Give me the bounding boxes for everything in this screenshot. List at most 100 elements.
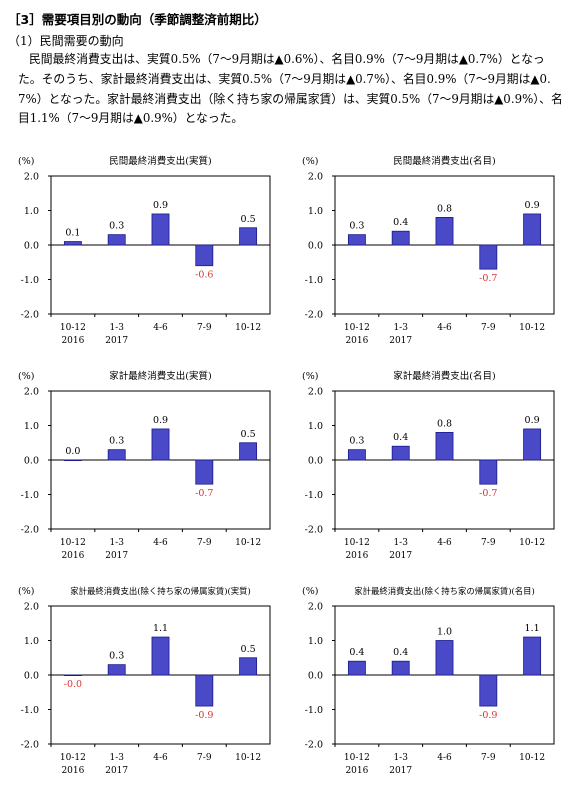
subsection-heading: （1）民間需要の動向 xyxy=(8,34,124,48)
x-category-label: 1-3 xyxy=(109,753,124,763)
bar-chart: 家計最終消費支出(名目) (%) 2.0 1.0 0.0 -1.0 -2.0 0.3 10-12… xyxy=(302,370,555,561)
data-label: 0.1 xyxy=(65,228,80,239)
data-label: 0.5 xyxy=(241,644,256,655)
x-category-label: 10-12 xyxy=(519,538,545,548)
data-label: 0.4 xyxy=(393,647,408,658)
chart-panel-2: 民間最終消費支出(名目) (%) 2.0 1.0 0.0 -1.0 -2.0 0.3 10-12… xyxy=(288,148,570,358)
x-category-label: 10-12 xyxy=(60,538,86,548)
y-axis-unit: (%) xyxy=(18,156,34,167)
y-tick-label: -1.0 xyxy=(305,275,323,286)
x-category-label: 10-12 xyxy=(60,753,86,763)
data-label: -0.9 xyxy=(479,710,497,721)
data-label: 0.9 xyxy=(525,415,540,426)
bar xyxy=(151,428,170,461)
y-tick-label: 2.0 xyxy=(308,172,323,183)
x-category-label: 1-3 xyxy=(393,753,408,763)
x-category-label: 10-12 xyxy=(235,753,261,763)
x-year-label: 2017 xyxy=(105,336,128,346)
chart-panel-1: 民間最終消費支出(実質) (%) 2.0 1.0 0.0 -1.0 -2.0 0.1 10-12… xyxy=(4,148,289,358)
y-tick-label: 0.0 xyxy=(24,456,39,467)
y-tick-label: 1.0 xyxy=(308,636,323,647)
y-axis-unit: (%) xyxy=(302,371,318,382)
y-tick-label: 2.0 xyxy=(308,387,323,398)
x-category-label: 10-12 xyxy=(519,323,545,333)
data-label: -0.7 xyxy=(479,273,497,284)
bar xyxy=(107,234,126,246)
y-tick-label: 0.0 xyxy=(308,241,323,252)
data-label: 0.4 xyxy=(349,647,364,658)
x-year-label: 2017 xyxy=(389,336,412,346)
bar xyxy=(63,459,82,462)
x-year-label: 2016 xyxy=(61,766,84,776)
y-tick-label: -2.0 xyxy=(305,525,323,536)
data-label: 1.0 xyxy=(437,627,452,638)
bar xyxy=(239,227,258,246)
bar xyxy=(435,432,454,461)
bar xyxy=(347,449,366,461)
x-year-label: 2017 xyxy=(105,551,128,561)
x-year-label: 2016 xyxy=(345,766,368,776)
y-tick-label: 0.0 xyxy=(308,456,323,467)
y-tick-label: 1.0 xyxy=(24,636,39,647)
data-label: 0.5 xyxy=(241,214,256,225)
y-tick-label: 1.0 xyxy=(308,206,323,217)
x-category-label: 10-12 xyxy=(344,323,370,333)
section-heading: ［3］需要項目別の動向（季節調整済前期比） xyxy=(8,12,267,27)
bar-chart: 家計最終消費支出(除く持ち家の帰属家賃)(名目) (%) 2.0 1.0 0.0 -1.0… xyxy=(302,586,555,776)
x-category-label: 1-3 xyxy=(393,323,408,333)
y-tick-label: -1.0 xyxy=(305,705,323,716)
y-tick-label: -1.0 xyxy=(21,490,39,501)
chart-title: 家計最終消費支出(実質) xyxy=(109,370,211,382)
bar xyxy=(63,241,82,246)
bar xyxy=(151,636,170,676)
bar xyxy=(523,213,542,246)
x-category-label: 10-12 xyxy=(235,323,261,333)
bar xyxy=(391,660,410,676)
data-label: 0.0 xyxy=(65,446,80,457)
x-category-label: 4-6 xyxy=(153,753,168,763)
bar xyxy=(239,657,258,676)
bar xyxy=(479,674,498,707)
bar-chart: 民間最終消費支出(名目) (%) 2.0 1.0 0.0 -1.0 -2.0 0.3 10-12… xyxy=(302,155,555,346)
y-axis-unit: (%) xyxy=(18,371,34,382)
bar xyxy=(435,217,454,246)
chart-title: 家計最終消費支出(除く持ち家の帰属家賃)(実質) xyxy=(70,586,251,596)
x-category-label: 10-12 xyxy=(60,323,86,333)
bar xyxy=(391,230,410,246)
x-category-label: 7-9 xyxy=(481,538,496,548)
bar xyxy=(523,428,542,461)
y-tick-label: -1.0 xyxy=(21,275,39,286)
chart-title: 家計最終消費支出(除く持ち家の帰属家賃)(名目) xyxy=(354,586,535,596)
y-tick-label: 0.0 xyxy=(24,241,39,252)
chart-title: 民間最終消費支出(名目) xyxy=(393,155,495,167)
y-axis-unit: (%) xyxy=(302,586,318,597)
bar xyxy=(479,244,498,270)
data-label: 0.4 xyxy=(393,432,408,443)
chart-title: 民間最終消費支出(実質) xyxy=(109,155,211,167)
y-tick-label: 0.0 xyxy=(24,671,39,682)
data-label: -0.6 xyxy=(195,270,213,281)
x-year-label: 2017 xyxy=(105,766,128,776)
chart-panel-5: 家計最終消費支出(除く持ち家の帰属家賃)(実質) (%) 2.0 1.0 0.0 -1.0… xyxy=(4,578,289,788)
x-category-label: 7-9 xyxy=(197,538,212,548)
y-tick-label: 2.0 xyxy=(308,602,323,613)
y-axis-unit: (%) xyxy=(18,586,34,597)
data-label: 0.5 xyxy=(241,429,256,440)
data-label: -0.7 xyxy=(479,488,497,499)
summary-paragraph: 民間最終消費支出は、実質0.5%（7～9月期は▲0.6%）、名目0.9%（7～9… xyxy=(18,52,563,126)
bar xyxy=(195,674,214,707)
x-year-label: 2016 xyxy=(61,336,84,346)
x-category-label: 1-3 xyxy=(109,538,124,548)
data-label: 0.9 xyxy=(153,415,168,426)
y-tick-label: 1.0 xyxy=(308,421,323,432)
y-tick-label: -2.0 xyxy=(305,310,323,321)
x-category-label: 4-6 xyxy=(153,538,168,548)
bar xyxy=(107,664,126,676)
y-tick-label: -2.0 xyxy=(21,740,39,751)
x-category-label: 10-12 xyxy=(344,753,370,763)
data-label: 0.8 xyxy=(437,418,452,429)
x-category-label: 10-12 xyxy=(344,538,370,548)
x-category-label: 10-12 xyxy=(519,753,545,763)
y-tick-label: 2.0 xyxy=(24,602,39,613)
data-label: 0.4 xyxy=(393,217,408,228)
